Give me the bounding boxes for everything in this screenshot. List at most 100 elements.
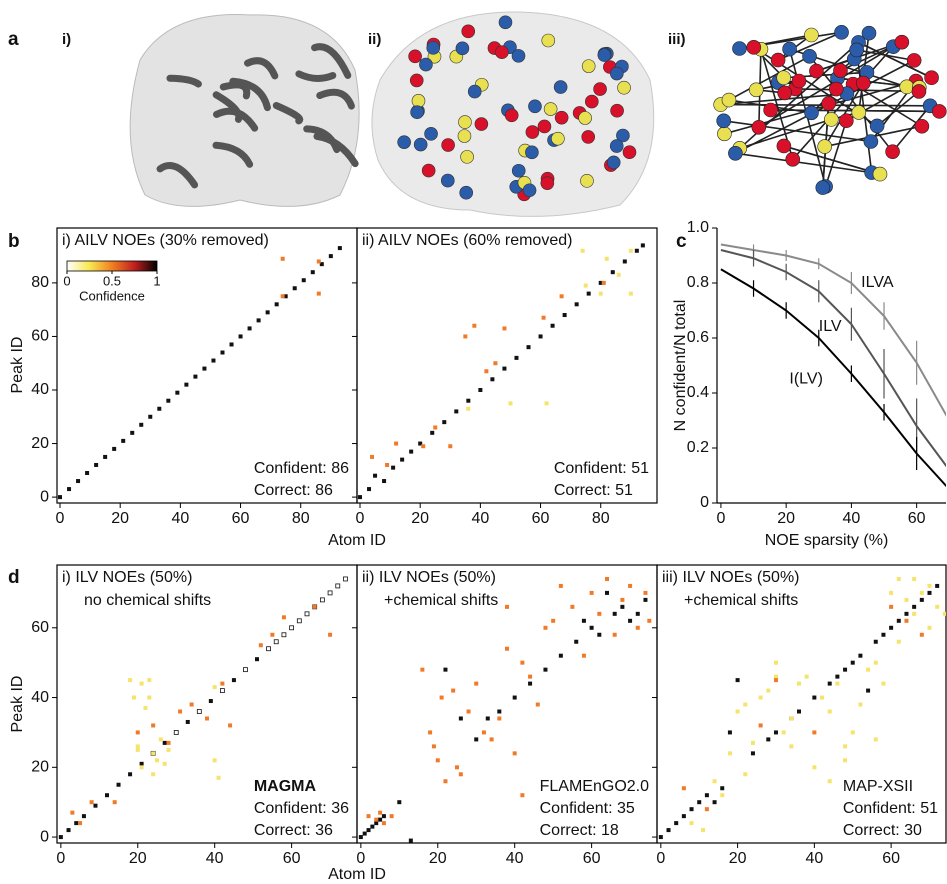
atom-sphere: [543, 102, 558, 116]
peak-assignment: [485, 716, 490, 721]
atom-sphere: [824, 112, 839, 127]
peak-assignment: [265, 310, 270, 315]
peak-assignment: [505, 646, 509, 651]
peak-assignment: [381, 814, 386, 819]
peak-assignment: [558, 583, 563, 588]
x-tick-label: 0: [56, 850, 65, 867]
peak-assignment: [889, 590, 894, 595]
atom-sphere: [461, 24, 476, 39]
peak-assignment: [442, 420, 447, 425]
peak-assignment: [743, 702, 748, 707]
peak-assignment: [458, 772, 463, 777]
peak-assignment: [502, 366, 507, 371]
atom-sphere: [751, 119, 767, 135]
atom-sphere: [802, 49, 817, 64]
series-label: ILVA: [861, 274, 894, 291]
x-axis-label: Atom ID: [328, 866, 386, 883]
peak-assignment: [66, 828, 71, 833]
atom-sphere: [419, 57, 433, 72]
atom-sphere: [869, 118, 885, 134]
peak-assignment: [674, 821, 679, 826]
peak-assignment: [586, 291, 591, 296]
peak-assignment: [797, 709, 802, 714]
peak-assignment: [927, 583, 932, 588]
line: [720, 268, 946, 488]
peak-assignment: [622, 259, 627, 264]
peak-assignment: [373, 473, 378, 478]
peak-assignment: [220, 350, 225, 355]
peak-assignment: [942, 611, 946, 616]
peak-assignment: [881, 632, 886, 637]
peak-assignment: [70, 810, 75, 815]
atom-sphere: [606, 155, 621, 170]
peak-assignment: [266, 646, 271, 652]
annotation: Correct: 30: [843, 822, 922, 839]
x-tick-label: 40: [171, 510, 189, 527]
peak-assignment: [781, 730, 786, 735]
peak-assignment: [704, 793, 709, 798]
y-tick-label: 20: [31, 759, 49, 776]
colorbar-tick-label: 0: [63, 273, 70, 288]
atom-sphere: [411, 94, 426, 108]
atom-sphere: [440, 173, 455, 188]
atom-sphere: [914, 118, 930, 134]
peak-assignment: [362, 831, 367, 836]
peak-assignment: [211, 358, 216, 363]
annotation: Confident: 35: [540, 800, 635, 817]
peak-assignment: [919, 590, 924, 595]
colorbar-tick-label: 0.5: [103, 273, 121, 288]
peak-assignment: [130, 430, 135, 435]
bond: [783, 145, 881, 175]
peak-assignment: [789, 716, 794, 721]
plot-title: i) AILV NOEs (30% removed): [62, 232, 269, 249]
plot-title: +chemical shifts: [684, 592, 798, 609]
peak-assignment: [358, 835, 363, 840]
peak-assignment: [635, 625, 640, 630]
peak-assignment: [212, 758, 217, 763]
peak-assignment: [143, 706, 148, 711]
atom-sphere: [408, 49, 422, 64]
peak-assignment: [489, 737, 494, 742]
peak-assignment: [612, 611, 617, 616]
peak-assignment: [128, 772, 133, 777]
y-tick-label: 0: [40, 488, 49, 505]
atom-sphere: [894, 34, 910, 50]
atom-sphere: [441, 138, 455, 152]
peak-assignment: [889, 604, 894, 609]
atom-sphere: [511, 49, 526, 63]
peak-assignment: [455, 765, 459, 770]
peak-assignment: [697, 800, 702, 805]
y-tick-label: 0: [40, 828, 49, 845]
annotation: MAP-XSII: [843, 778, 913, 795]
peak-assignment: [766, 688, 771, 693]
y-tick-label: 40: [31, 689, 49, 706]
peak-assignment: [255, 657, 259, 662]
peak-assignment: [528, 674, 533, 679]
peak-assignment: [112, 446, 117, 451]
peak-assignment: [296, 618, 302, 624]
peak-assignment: [228, 723, 233, 728]
peak-assignment: [421, 444, 426, 449]
peak-assignment: [139, 761, 144, 766]
annotation: Confident: 36: [254, 800, 349, 817]
atom-sphere: [553, 80, 568, 94]
peak-assignment: [155, 758, 159, 763]
atom-sphere: [421, 163, 436, 178]
peak-assignment: [558, 653, 563, 658]
x-tick-label: 20: [729, 850, 747, 867]
protein-ribbon: [212, 141, 254, 168]
peak-assignment: [904, 597, 909, 602]
peak-assignment: [689, 821, 694, 826]
atom-sphere: [776, 70, 791, 86]
peak-assignment: [581, 618, 586, 623]
peak-assignment: [343, 576, 348, 582]
peak-assignment: [720, 786, 725, 791]
peak-assignment: [139, 681, 144, 686]
peak-assignment: [580, 248, 585, 253]
peak-assignment: [158, 737, 163, 742]
peak-assignment: [147, 678, 152, 683]
atom-sphere: [554, 110, 569, 125]
y-tick-label: 20: [31, 435, 49, 452]
peak-assignment: [247, 326, 252, 331]
peak-assignment: [258, 643, 263, 648]
